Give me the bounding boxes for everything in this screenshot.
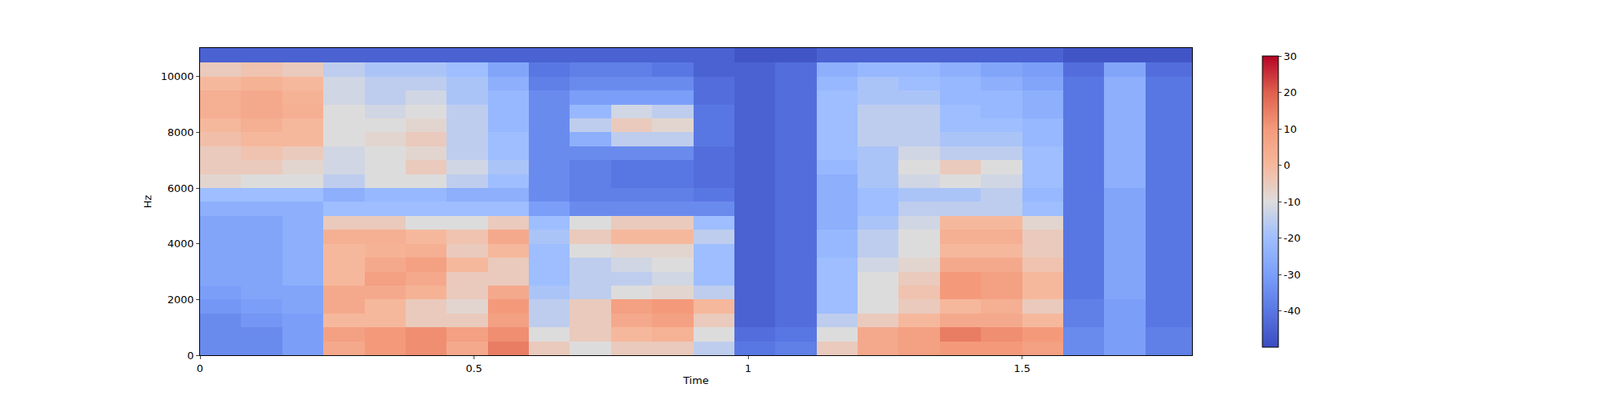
svg-text:4000: 4000 xyxy=(167,237,194,250)
svg-text:10000: 10000 xyxy=(160,70,194,83)
svg-text:-30: -30 xyxy=(1284,268,1301,281)
svg-text:0.5: 0.5 xyxy=(465,362,483,375)
svg-text:0: 0 xyxy=(196,362,204,375)
svg-text:0: 0 xyxy=(187,349,194,362)
svg-text:1: 1 xyxy=(744,362,752,375)
svg-text:Time: Time xyxy=(682,374,709,387)
svg-text:30: 30 xyxy=(1284,50,1298,63)
svg-text:0: 0 xyxy=(1284,159,1291,172)
svg-text:-20: -20 xyxy=(1284,232,1301,244)
svg-text:6000: 6000 xyxy=(167,182,194,195)
svg-text:2000: 2000 xyxy=(167,293,194,306)
svg-text:Hz: Hz xyxy=(141,195,154,209)
svg-text:10: 10 xyxy=(1284,123,1298,136)
svg-text:-40: -40 xyxy=(1284,304,1301,317)
svg-text:20: 20 xyxy=(1284,86,1298,99)
svg-text:8000: 8000 xyxy=(167,126,194,139)
svg-text:-10: -10 xyxy=(1284,196,1301,208)
svg-text:1.5: 1.5 xyxy=(1013,362,1031,375)
